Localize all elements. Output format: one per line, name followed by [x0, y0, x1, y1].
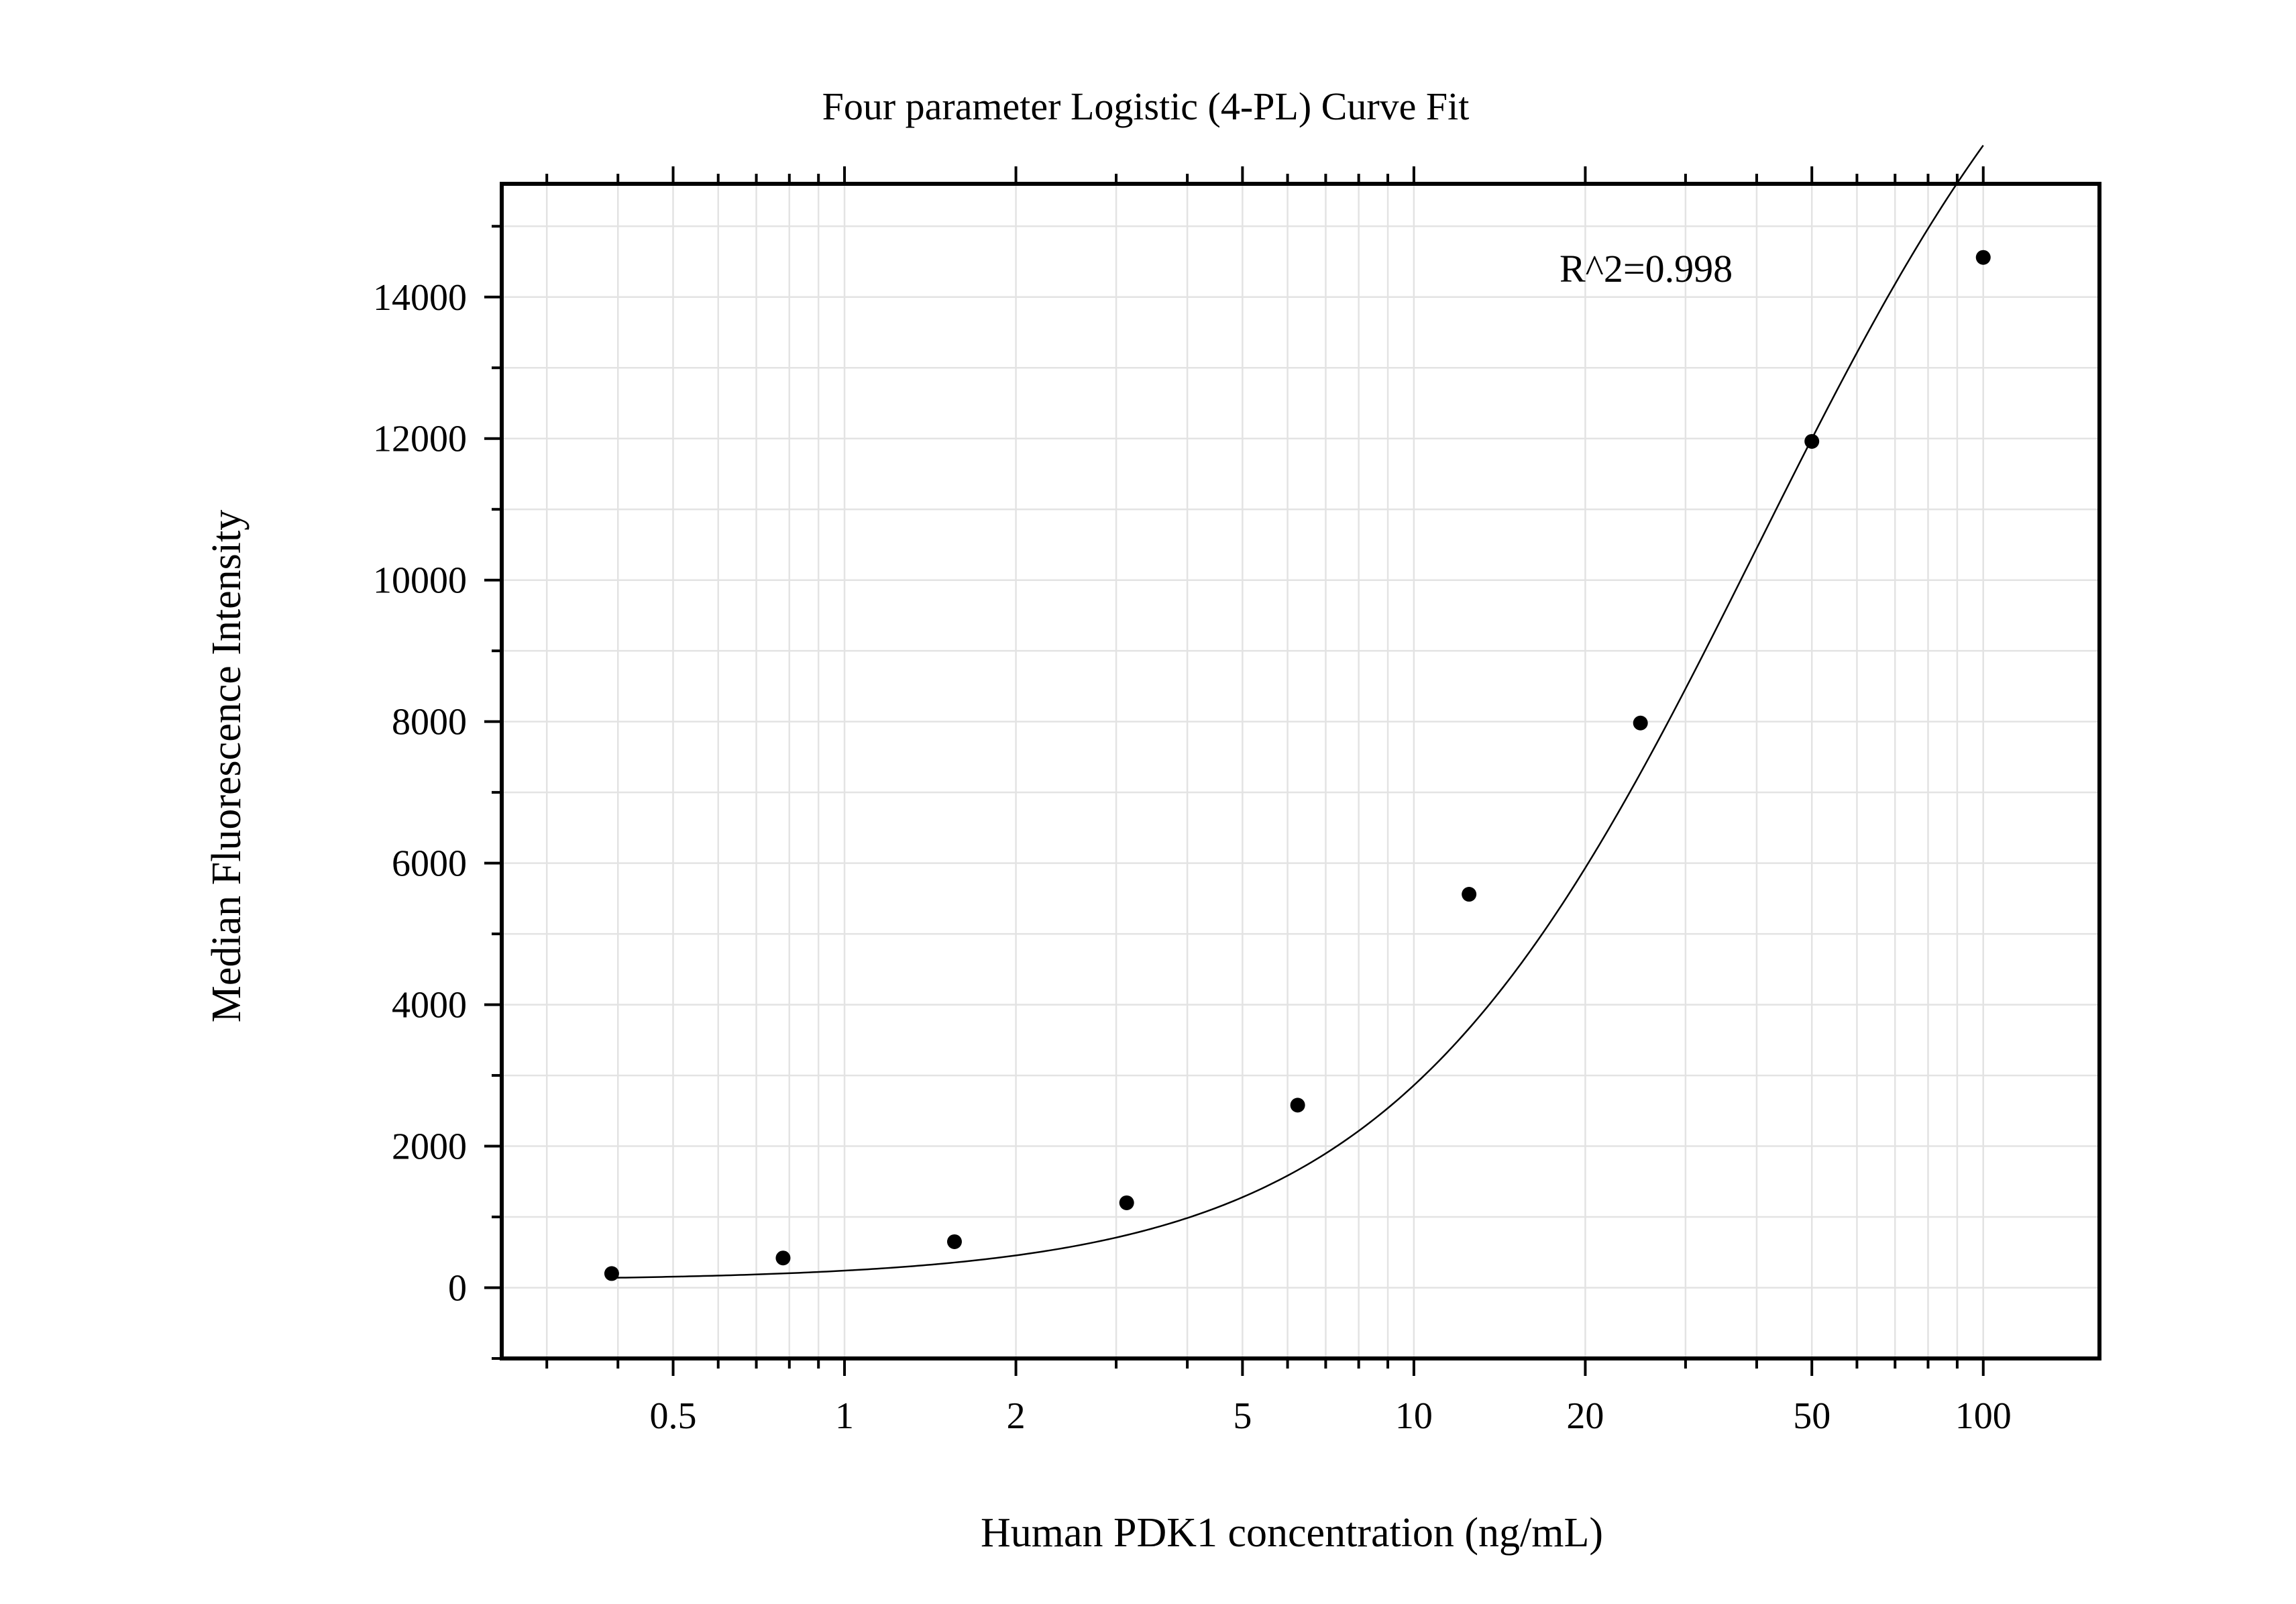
- x-tick-label: 2: [1007, 1395, 1026, 1437]
- data-point: [1462, 887, 1477, 902]
- y-tick-labels: 0 2000 4000 6000 8000 10000 12000 14000: [373, 277, 467, 1309]
- y-axis-label: Median Fluorescence Intensity: [204, 510, 250, 1022]
- x-tick-label: 0.5: [650, 1395, 697, 1437]
- data-points: [604, 250, 1991, 1281]
- y-tick-label: 14000: [373, 277, 467, 319]
- y-tick-label: 12000: [373, 419, 467, 460]
- y-tick-label: 0: [448, 1268, 467, 1309]
- y-tick-label: 4000: [392, 985, 467, 1026]
- x-tick-label: 10: [1395, 1395, 1433, 1437]
- x-tick-label: 1: [835, 1395, 854, 1437]
- data-point: [604, 1266, 619, 1281]
- x-tick-label: 50: [1793, 1395, 1830, 1437]
- y-tick-label: 6000: [392, 843, 467, 885]
- plot-frame: [500, 182, 2101, 1360]
- data-point: [1290, 1098, 1305, 1113]
- fit-curve: [611, 144, 1984, 1279]
- axis-ticks: [484, 166, 1985, 1376]
- y-tick-label: 10000: [373, 560, 467, 602]
- data-point: [1119, 1195, 1134, 1210]
- y-tick-label: 8000: [392, 702, 467, 743]
- data-point: [1804, 433, 1820, 449]
- y-tick-label: 2000: [392, 1126, 467, 1168]
- data-point: [1975, 250, 1991, 265]
- x-tick-labels: 0.5 1 2 5 10 20 50 100: [650, 1395, 2012, 1437]
- x-tick-label: 20: [1566, 1395, 1604, 1437]
- data-point: [946, 1234, 962, 1249]
- chart-title: Four parameter Logistic (4-PL) Curve Fit: [822, 85, 1470, 128]
- data-point: [1633, 715, 1648, 731]
- r-squared-annotation: R^2=0.998: [1560, 247, 1733, 290]
- grid: [502, 184, 2099, 1360]
- x-axis-label: Human PDK1 concentration (ng/mL): [981, 1510, 1603, 1556]
- x-tick-label: 5: [1233, 1395, 1252, 1437]
- x-tick-label: 100: [1955, 1395, 2012, 1437]
- data-point: [775, 1250, 791, 1266]
